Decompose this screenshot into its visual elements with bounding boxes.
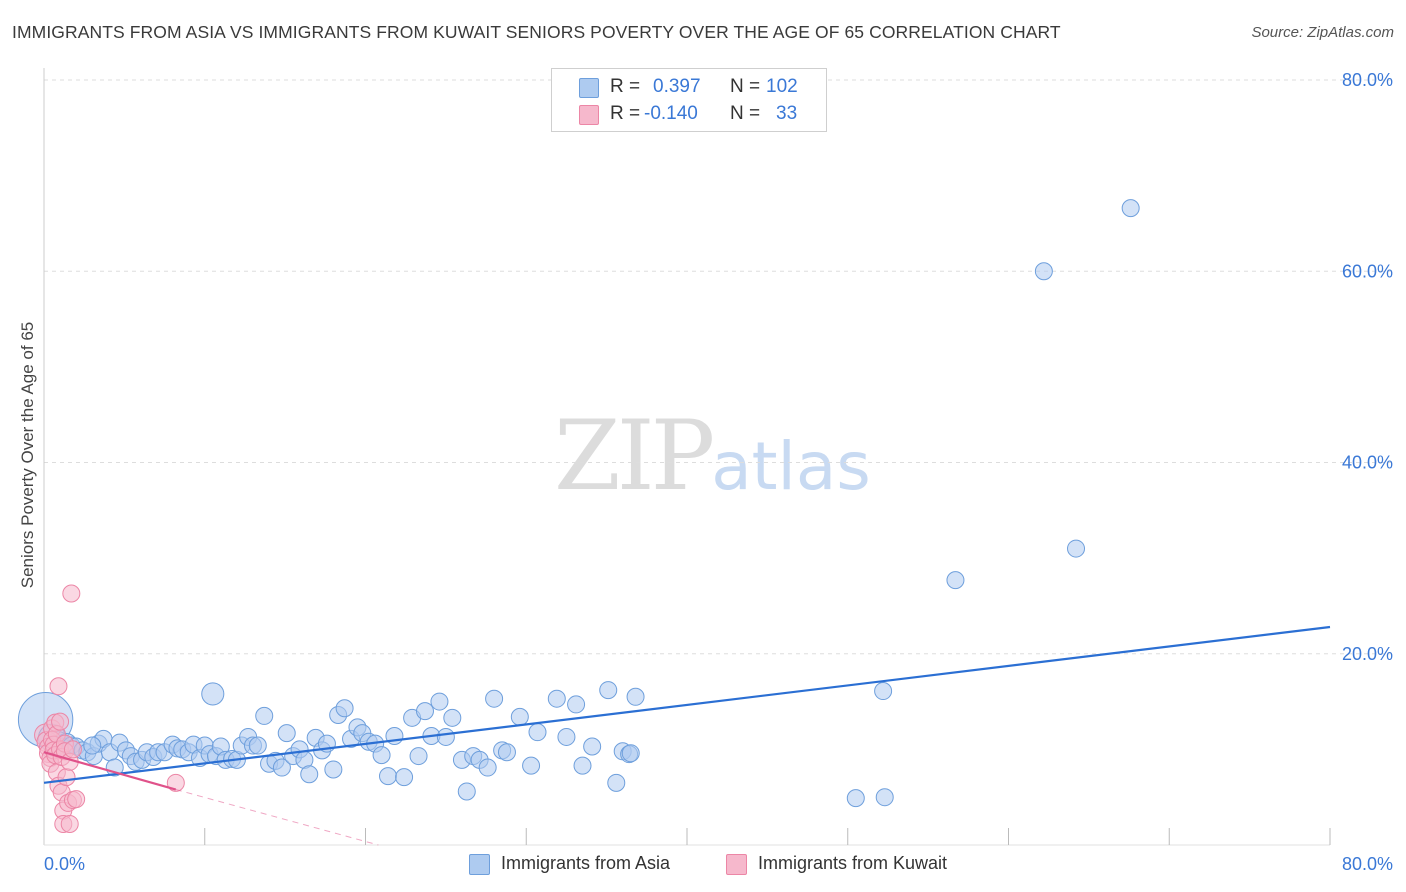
asia-point (255, 706, 274, 725)
asia-point (409, 747, 428, 766)
bottom-kuwait-swatch (726, 854, 747, 875)
asia-point (83, 736, 102, 755)
asia-point (599, 681, 618, 700)
y-tick-label: 40.0% (1342, 453, 1393, 473)
asia-point (443, 708, 462, 727)
asia-point (277, 724, 296, 743)
asia-point (528, 723, 547, 742)
kuwait-point (60, 814, 79, 833)
asia-point (846, 789, 865, 808)
stats-legend: R = 0.397 N = 102 R = -0.140 N = 33 (551, 68, 827, 132)
asia-n-value: 102 (766, 76, 798, 97)
x-tick-label-max: 80.0% (1342, 854, 1393, 874)
kuwait-point (57, 768, 76, 787)
kuwait-trend-line (43, 751, 177, 791)
kuwait-trend-extension (175, 789, 379, 846)
asia-point (372, 746, 391, 765)
asia-point (946, 571, 965, 590)
watermark-zip: ZIP (554, 400, 715, 512)
asia-point (510, 707, 529, 726)
legend-row-asia: R = 0.397 N = 102 (552, 74, 826, 100)
kuwait-point (49, 677, 68, 696)
asia-point (485, 689, 504, 708)
asia-point (875, 788, 894, 807)
kuwait-point (166, 773, 185, 792)
asia-point (436, 727, 455, 746)
asia-point (300, 765, 319, 784)
y-tick-label: 60.0% (1342, 261, 1393, 281)
source-label: Source: ZipAtlas.com (1251, 24, 1394, 41)
asia-point (573, 756, 592, 775)
bottom-kuwait-label: Immigrants from Kuwait (758, 853, 948, 873)
asia-trend-line (43, 625, 1331, 784)
watermark: ZIPatlas (554, 400, 871, 512)
asia-point (607, 773, 626, 792)
y-tick-label: 80.0% (1342, 70, 1393, 90)
asia-point (478, 758, 497, 777)
asia-point (430, 692, 449, 711)
legend-row-kuwait: R = -0.140 N = 33 (552, 101, 826, 127)
kuwait-r-value: -0.140 (644, 103, 698, 124)
asia-point (1034, 262, 1053, 281)
kuwait-n-value: 33 (776, 103, 798, 124)
asia-point (272, 758, 291, 777)
y-tick-label: 20.0% (1342, 644, 1393, 664)
asia-point (1121, 199, 1140, 218)
asia-point (547, 689, 566, 708)
asia-n-label: N = (730, 76, 761, 97)
asia-swatch (579, 78, 599, 98)
asia-point (415, 702, 434, 721)
asia-point (1067, 539, 1086, 558)
asia-point (522, 756, 541, 775)
bottom-asia-label: Immigrants from Asia (501, 853, 671, 873)
bottom-asia-swatch (469, 854, 490, 875)
asia-point (874, 682, 893, 701)
asia-point (497, 743, 516, 762)
asia-point (557, 727, 576, 746)
asia-point (457, 782, 476, 801)
watermark-atlas: atlas (711, 428, 871, 505)
asia-point (324, 760, 343, 779)
kuwait-r-label: R = (610, 103, 641, 124)
kuwait-swatch (579, 105, 599, 125)
asia-r-label: R = (610, 76, 641, 97)
asia-point (248, 736, 267, 755)
asia-point (621, 744, 640, 763)
asia-point (201, 682, 225, 706)
asia-point (567, 695, 586, 714)
asia-point (379, 767, 398, 786)
x-tick-label-min: 0.0% (44, 854, 85, 874)
kuwait-n-label: N = (730, 103, 761, 124)
kuwait-point (67, 790, 86, 809)
asia-point (335, 699, 354, 718)
asia-point (626, 687, 645, 706)
asia-point (583, 737, 602, 756)
kuwait-point (63, 740, 82, 759)
asia-point (395, 768, 414, 787)
asia-r-value: 0.397 (653, 76, 701, 97)
chart-title: IMMIGRANTS FROM ASIA VS IMMIGRANTS FROM … (12, 22, 1061, 42)
kuwait-point (51, 712, 70, 731)
kuwait-point (62, 584, 81, 603)
